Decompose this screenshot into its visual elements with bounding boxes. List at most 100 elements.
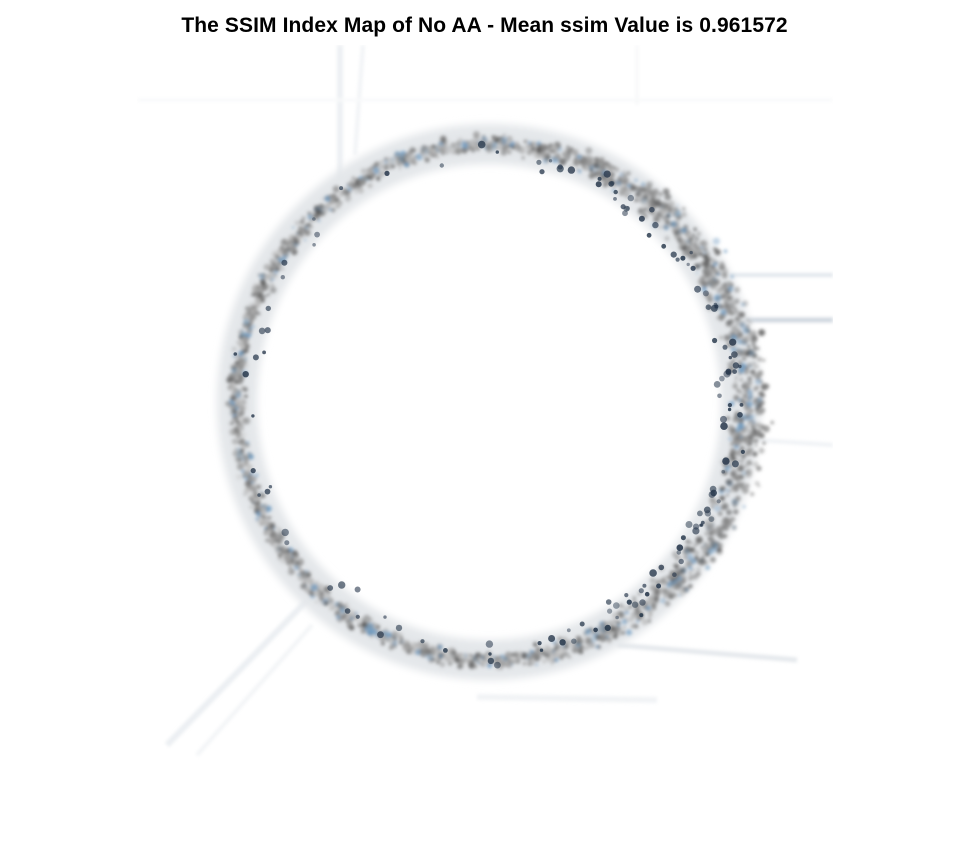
ring-speck <box>567 654 572 659</box>
ring-speck <box>749 442 752 446</box>
ring-speck <box>679 590 686 597</box>
ring-speck <box>435 655 439 658</box>
ring-speck <box>398 640 402 645</box>
ring-speck <box>439 661 446 668</box>
ring-speck <box>521 156 525 160</box>
ring-speck <box>330 193 336 199</box>
ring-speck <box>522 655 527 660</box>
ring-speck <box>614 627 621 634</box>
ring-speck <box>742 327 749 334</box>
ring-speck <box>636 619 639 623</box>
ring-speck <box>583 645 589 651</box>
ring-speck <box>252 325 255 328</box>
ring-dark-dot <box>732 362 740 369</box>
ring-speck <box>579 645 584 650</box>
ring-speck <box>253 497 259 503</box>
ring-speck <box>753 347 757 351</box>
ring-speck <box>491 141 498 148</box>
ring-speck <box>631 624 635 629</box>
ring-speck <box>691 253 698 259</box>
ring-speck <box>381 641 385 646</box>
ring-speck <box>738 430 745 436</box>
ssim-index-map <box>137 45 833 762</box>
ring-speck <box>746 449 753 457</box>
ring-dark-dot <box>731 351 738 358</box>
ring-speck <box>664 195 670 201</box>
ring-speck <box>618 611 622 615</box>
ring-speck <box>719 487 724 492</box>
ring-speck <box>666 213 671 219</box>
ring-speck <box>694 263 701 270</box>
ring-speck <box>745 318 750 323</box>
ring-speck <box>429 646 434 651</box>
ring-dark-dot <box>727 407 732 412</box>
ring-speck <box>379 159 384 165</box>
ring-dark-dot <box>593 627 598 633</box>
ring-speck <box>298 226 302 230</box>
ring-speck <box>753 386 758 391</box>
ring-dark-dot <box>705 304 712 311</box>
ring-speck <box>263 503 268 509</box>
ring-speck <box>730 449 736 455</box>
ring-speck <box>237 400 242 405</box>
ring-speck <box>535 663 538 667</box>
ring-speck <box>294 561 298 565</box>
ring-speck <box>352 176 355 180</box>
ring-speck <box>386 158 394 165</box>
ring-speck <box>641 182 646 187</box>
ring-speck <box>722 469 728 476</box>
ring-speck <box>593 171 600 178</box>
ring-dark-dot <box>697 510 703 517</box>
ring-speck <box>626 629 632 636</box>
ring-speck <box>758 409 764 416</box>
ring-dark-dot <box>395 624 403 632</box>
ring-speck <box>614 167 620 173</box>
ring-speck <box>468 662 476 670</box>
ring-speck <box>716 272 720 276</box>
ring-speck <box>243 348 249 354</box>
ring-speck <box>648 616 651 620</box>
ring-speck <box>752 461 759 468</box>
ring-speck <box>450 149 456 155</box>
ring-speck <box>676 204 679 207</box>
ring-dark-dot <box>495 150 499 154</box>
ring-speck <box>685 549 689 554</box>
ring-speck <box>620 630 626 635</box>
ring-dark-dot <box>242 371 249 378</box>
ring-speck <box>660 579 666 585</box>
ring-speck <box>689 541 693 545</box>
ring-speck <box>406 648 412 655</box>
ring-speck <box>732 499 736 503</box>
ring-speck <box>240 405 245 411</box>
ring-speck <box>650 602 657 609</box>
ring-dark-dot <box>708 516 715 522</box>
ring-speck <box>678 239 685 247</box>
ring-speck <box>235 419 240 424</box>
ring-speck <box>265 529 271 536</box>
ring-speck <box>688 578 691 581</box>
ring-speck <box>284 248 287 252</box>
ring-speck <box>695 252 699 255</box>
ring-speck <box>628 616 634 622</box>
ring-speck <box>505 655 508 659</box>
ring-speck <box>732 383 738 389</box>
ring-speck <box>244 394 248 398</box>
ring-dark-dot <box>420 639 425 644</box>
ring-speck <box>629 192 633 196</box>
ring-speck <box>599 164 606 171</box>
ring-speck <box>755 375 761 381</box>
ring-speck <box>691 241 698 248</box>
ring-speck <box>528 141 532 145</box>
ring-speck <box>347 618 351 622</box>
ring-speck <box>752 420 755 424</box>
ring-speck <box>283 252 289 257</box>
ring-speck <box>576 635 582 641</box>
ring-speck <box>677 576 682 581</box>
ring-speck <box>664 575 667 579</box>
ring-speck <box>730 347 736 353</box>
ring-speck <box>382 637 386 640</box>
ring-speck <box>696 231 702 237</box>
ring-speck <box>523 139 528 144</box>
ring-speck <box>703 247 708 252</box>
ring-speck <box>643 195 649 201</box>
